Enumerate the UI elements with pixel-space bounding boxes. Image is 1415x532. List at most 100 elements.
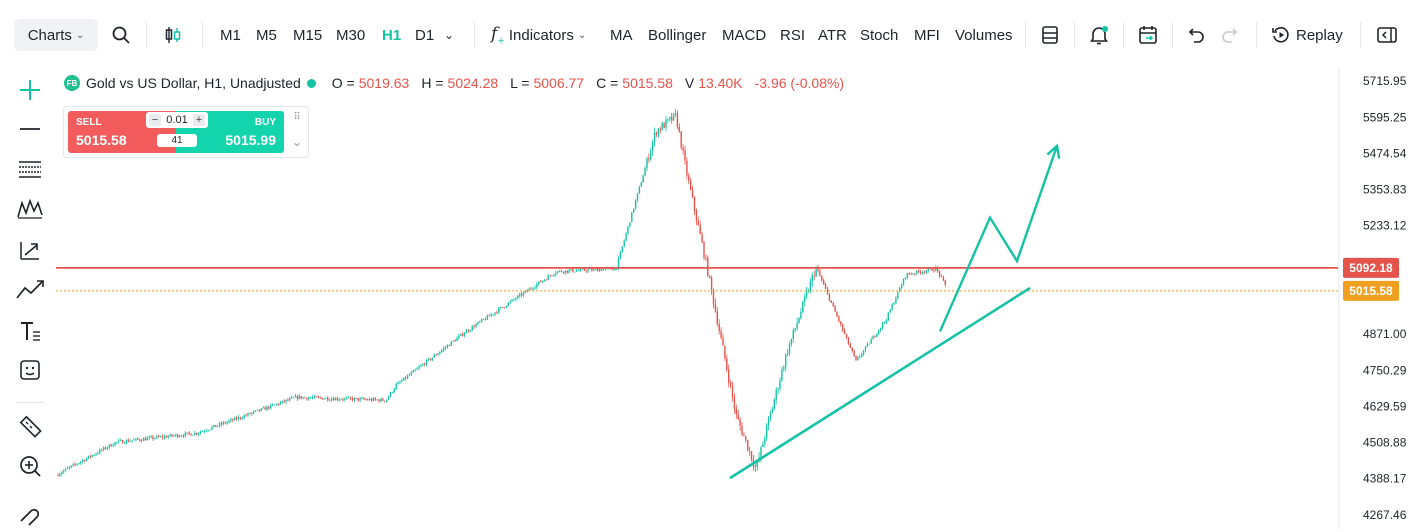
candle-body — [589, 268, 591, 270]
candle-body — [811, 275, 813, 282]
trend-arrow-icon[interactable] — [14, 234, 46, 266]
candle-body — [215, 425, 217, 427]
timeframe-m5[interactable]: M5 — [256, 26, 277, 44]
horizontal-line-icon[interactable] — [14, 113, 46, 145]
text-tool-icon[interactable] — [14, 315, 46, 347]
timeframe-m1[interactable]: M1 — [220, 26, 241, 44]
chevron-down-icon[interactable]: ⌄ — [291, 135, 303, 149]
candle-body — [230, 419, 232, 421]
zoom-icon[interactable] — [14, 450, 46, 482]
timeframe-d1[interactable]: D1 — [415, 26, 435, 44]
candle-body — [277, 403, 280, 405]
candle-body — [78, 463, 80, 465]
candle-body — [583, 268, 585, 271]
fib-levels-icon[interactable] — [14, 153, 46, 185]
candle-body — [262, 407, 264, 409]
price-axis[interactable]: 5715.95 5595.25 5474.54 5353.83 5233.12 4871.… — [1363, 74, 1407, 522]
calendar-icon[interactable] — [1133, 19, 1163, 51]
candle-body — [891, 304, 893, 310]
candle-body — [443, 348, 445, 351]
support-trendline[interactable] — [729, 286, 1031, 480]
candle-body — [389, 392, 392, 397]
charts-menu-button[interactable]: Charts ⌄ — [14, 19, 98, 51]
indicator-rsi[interactable]: RSI — [780, 26, 806, 44]
candle-body — [707, 257, 709, 276]
timeframe-h1[interactable]: H1 — [382, 26, 402, 44]
quantity-stepper[interactable]: − 0.01 + — [146, 112, 208, 128]
timeframe-m30[interactable]: M30 — [336, 26, 366, 44]
quantity-value[interactable]: 0.01 — [166, 114, 188, 126]
indicators-button[interactable]: f+ Indicators ⌄ — [491, 19, 586, 51]
redo-icon[interactable] — [1214, 19, 1244, 51]
candle-body — [61, 472, 63, 475]
candle-body — [247, 413, 249, 416]
close-key: C = — [596, 75, 619, 91]
candle-body — [781, 369, 783, 381]
candle-body — [287, 399, 289, 401]
plus-icon[interactable]: + — [192, 114, 205, 126]
replay-button[interactable]: Replay — [1271, 19, 1343, 51]
indicator-mfi[interactable]: MFI — [914, 26, 940, 44]
timeframe-more-chevron-icon[interactable]: ⌄ — [444, 28, 455, 42]
candle-body — [260, 408, 262, 411]
ruler-icon[interactable] — [14, 410, 46, 442]
candle-body — [201, 431, 204, 433]
candle-body — [131, 440, 133, 442]
candle-body — [80, 461, 82, 464]
candle-body — [505, 305, 508, 308]
candle-body — [933, 270, 935, 272]
undo-icon[interactable] — [1182, 19, 1212, 51]
projection-path[interactable] — [938, 145, 1059, 332]
indicator-ma[interactable]: MA — [610, 26, 633, 44]
candlestick-type-icon[interactable] — [158, 19, 188, 51]
candle-body — [218, 423, 221, 426]
candle-body — [517, 295, 519, 299]
indicator-stoch[interactable]: Stoch — [860, 26, 899, 44]
magnet-icon[interactable] — [14, 500, 46, 532]
panel-toggle-icon[interactable] — [1372, 19, 1402, 51]
symbol-title[interactable]: Gold vs US Dollar, H1, Unadjusted — [86, 75, 301, 91]
candle-body — [196, 432, 198, 435]
candle-body — [486, 315, 489, 320]
candle-body — [239, 417, 242, 419]
candle-body — [581, 268, 584, 270]
candle-body — [691, 189, 694, 197]
candle-body — [408, 374, 411, 376]
candle-body — [511, 299, 513, 302]
candle-body — [728, 369, 730, 383]
alert-bell-icon[interactable] — [1084, 19, 1114, 51]
candle-body — [165, 436, 167, 438]
price-chart[interactable]: 5715.95 5595.25 5474.54 5353.83 5233.12 4871.… — [56, 68, 1415, 529]
candle-body — [349, 397, 352, 399]
candle-body — [283, 400, 285, 402]
candle-body — [572, 269, 574, 272]
candle-body — [93, 454, 95, 456]
candle-body — [636, 193, 639, 201]
indicator-atr[interactable]: ATR — [818, 26, 847, 44]
candle-body — [429, 358, 432, 360]
candle-body — [684, 150, 686, 161]
crosshair-plus-icon[interactable] — [14, 74, 46, 106]
current-price-tag: 5015.58 — [1343, 280, 1399, 301]
candle-body — [387, 396, 390, 400]
indicator-volumes[interactable]: Volumes — [955, 26, 1013, 44]
emoji-icon[interactable] — [14, 354, 46, 386]
wave-pattern-icon[interactable] — [14, 193, 46, 225]
layout-icon[interactable] — [1035, 19, 1065, 51]
search-icon[interactable] — [106, 19, 136, 51]
chevron-down-icon: ⌄ — [577, 29, 587, 41]
indicator-macd[interactable]: MACD — [722, 26, 767, 44]
candle-body — [330, 398, 333, 401]
drag-handle-icon[interactable]: ⠿ — [293, 112, 301, 123]
candle-body — [640, 182, 642, 187]
minus-icon[interactable]: − — [149, 114, 161, 126]
candle-body — [173, 435, 175, 437]
candle-body — [669, 117, 671, 119]
candle-body — [294, 395, 297, 398]
candle-body — [536, 284, 538, 288]
candle-body — [152, 436, 154, 439]
indicator-bollinger[interactable]: Bollinger — [648, 26, 707, 44]
timeframe-m15[interactable]: M15 — [293, 26, 323, 44]
trendline-icon[interactable] — [14, 274, 46, 306]
candle-body — [197, 433, 200, 435]
